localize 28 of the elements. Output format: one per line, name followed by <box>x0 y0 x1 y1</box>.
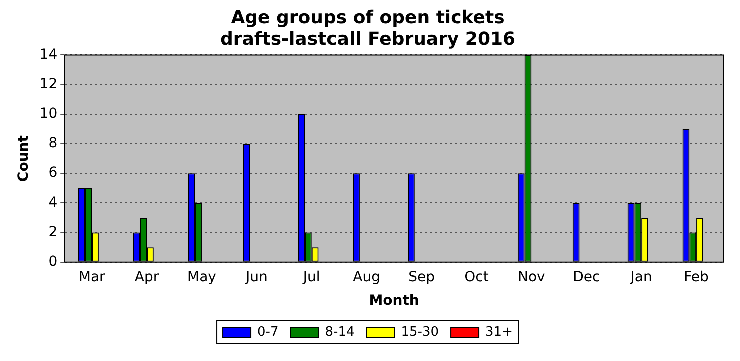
legend-label: 8-14 <box>325 324 355 340</box>
x-tick-label: Nov <box>518 269 546 286</box>
x-tick-label: Jun <box>245 269 268 286</box>
x-tick-label: May <box>188 269 216 286</box>
y-tick-label: 4 <box>48 194 58 211</box>
x-tick-label: Feb <box>684 269 710 286</box>
y-tick-label: 2 <box>48 224 58 240</box>
chart-subtitle: drafts-lastcall February 2016 <box>220 29 516 50</box>
x-tick-label: Apr <box>134 269 160 286</box>
y-tick-label: 0 <box>48 254 58 270</box>
x-tick-label: Jul <box>302 269 320 286</box>
x-tick-label: Dec <box>573 269 600 286</box>
x-tick-label: Oct <box>464 269 490 286</box>
legend-label: 31+ <box>486 324 513 340</box>
x-tick-label: Aug <box>353 269 381 286</box>
legend-label: 15-30 <box>401 324 440 340</box>
y-tick-label: 6 <box>48 165 58 182</box>
y-tick-label: 8 <box>48 136 58 152</box>
y-tick-label: 14 <box>40 46 58 63</box>
y-tick-label: 10 <box>40 106 58 122</box>
x-axis-title: Month <box>369 293 420 310</box>
y-tick-label: 12 <box>40 76 58 92</box>
x-tick-label: Jan <box>630 269 652 286</box>
chart-title: Age groups of open tickets <box>231 7 505 28</box>
y-axis-title: Count <box>16 135 32 182</box>
legend-label: 0-7 <box>258 324 279 340</box>
x-tick-label: Sep <box>408 269 436 286</box>
x-tick-label: Mar <box>78 269 106 286</box>
